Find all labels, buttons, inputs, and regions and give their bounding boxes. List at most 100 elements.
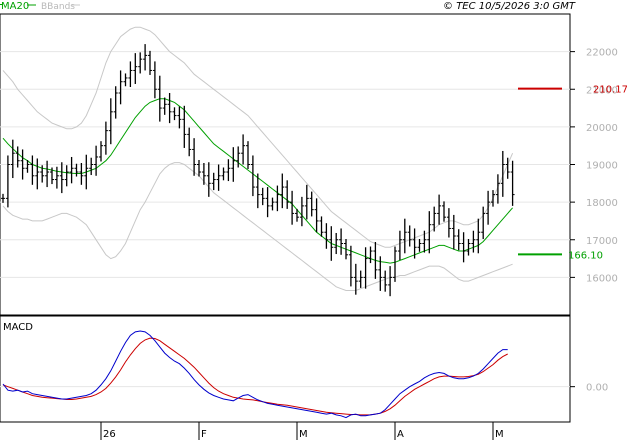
ohlc-bar [275,185,280,212]
ohlc-bar [148,50,152,75]
ohlc-bar [466,238,471,256]
ohlc-bar [383,270,388,292]
ohlc-bar [10,139,15,179]
ohlc-bar [407,225,412,247]
ohlc-bar [353,263,358,295]
ohlc-bar [368,246,373,264]
ohlc-bar [363,247,368,289]
ohlc-bar [5,155,10,208]
ohlc-bar [437,194,442,225]
x-tick-label: A [397,429,404,440]
ohlc-bar [15,146,20,168]
ohlc-bar [270,197,275,211]
ohlc-bar [393,246,397,282]
price-tick-label: 17000 [586,236,618,247]
bband-lower-line [2,162,513,291]
ohlc-bar [456,229,461,251]
ohlc-bar [236,146,241,168]
resistance-label: 210.17 [593,85,627,96]
ohlc-bar [197,159,201,177]
ohlc-bar [299,196,304,227]
ma20-legend-swatch [0,4,2,5]
ohlc-bar [344,238,348,260]
ohlc-bar [113,86,118,119]
copyright-notice: © TEC 10/5/2026 3:0 GMT [443,1,576,12]
ohlc-bar [500,150,505,197]
ma20-legend-label: MA20 [1,1,29,12]
x-tick-label: M [495,429,504,440]
ohlc-bar [427,211,432,254]
price-tick-label: 16000 [586,273,618,284]
macd-line [2,330,508,419]
ohlc-bar [54,166,59,189]
ohlc-bar [216,164,221,191]
ohlc-bar [432,206,437,232]
ohlc-bar [40,165,45,183]
ohlc-bar [373,242,378,279]
ohlc-bar [260,187,265,206]
ohlc-bar [172,107,177,121]
ohlc-bar [446,208,451,238]
ohlc-bar [69,156,74,184]
price-tick-label: 19000 [586,161,618,172]
ohlc-bar [339,228,344,255]
x-axis-ticks: 26 F M A M [100,422,504,440]
support-label: 166.10 [568,250,603,261]
ohlc-bar [30,155,35,185]
ohlc-bar [162,97,167,115]
ohlc-bar [206,162,211,197]
ohlc-bar [99,141,103,162]
ohlc-bar [118,70,123,105]
ohlc-bar [250,155,255,197]
ohlc-bar [476,218,481,254]
ohlc-bar [123,73,128,87]
ohlc-bar [226,159,231,182]
price-tick-label: 22000 [586,48,618,59]
ohlc-bar [59,162,64,194]
ohlc-bar [25,159,30,173]
ohlc-bar [221,167,226,181]
ohlc-bar [64,165,69,187]
ohlc-bar [167,93,172,124]
ohlc-bar [231,147,236,182]
ohlc-bar [192,138,197,176]
ohlc-bar [241,134,246,165]
ohlc-bar [378,256,383,291]
ohlc-bar [442,201,446,222]
ohlc-bar [138,52,143,74]
ohlc-bar [94,145,99,176]
macd-tick-label: 0.00 [586,383,608,394]
macd-panel: MACD 0.00 [0,315,608,423]
ohlc-bar [348,245,353,287]
ohlc-bar [314,198,319,233]
ohlc-bar [20,149,25,180]
ohlc-bar [89,157,94,176]
ohlc-bar [152,61,157,99]
macd-title: MACD [3,322,33,333]
ohlc-bar [1,193,5,203]
ohlc-bar [285,180,290,209]
ohlc-bar [45,160,50,188]
price-panel: 16000 17000 18000 19000 20000 21000 22000 210.… [0,13,627,316]
ohlc-bar [397,230,402,261]
ohlc-bar [412,228,417,259]
ohlc-bar [74,163,79,177]
ohlc-bar [304,184,309,220]
bband-upper-line [2,26,514,248]
ohlc-bar [182,105,187,148]
price-axis-ticks: 16000 17000 18000 19000 20000 21000 22000 [570,48,618,284]
price-tick-label: 21000 [586,85,618,96]
ohlc-bars [1,44,515,297]
ohlc-bar [211,172,216,191]
x-tick-label: F [201,429,207,440]
ohlc-bar [157,75,162,122]
ohlc-bar [177,106,182,129]
ohlc-bar [422,230,427,253]
ohlc-bar [417,238,422,252]
ohlc-bar [255,173,260,209]
ohlc-bar [143,44,148,71]
ohlc-bar [358,270,363,288]
ohlc-bar [324,223,329,249]
ohlc-bar [84,154,89,190]
